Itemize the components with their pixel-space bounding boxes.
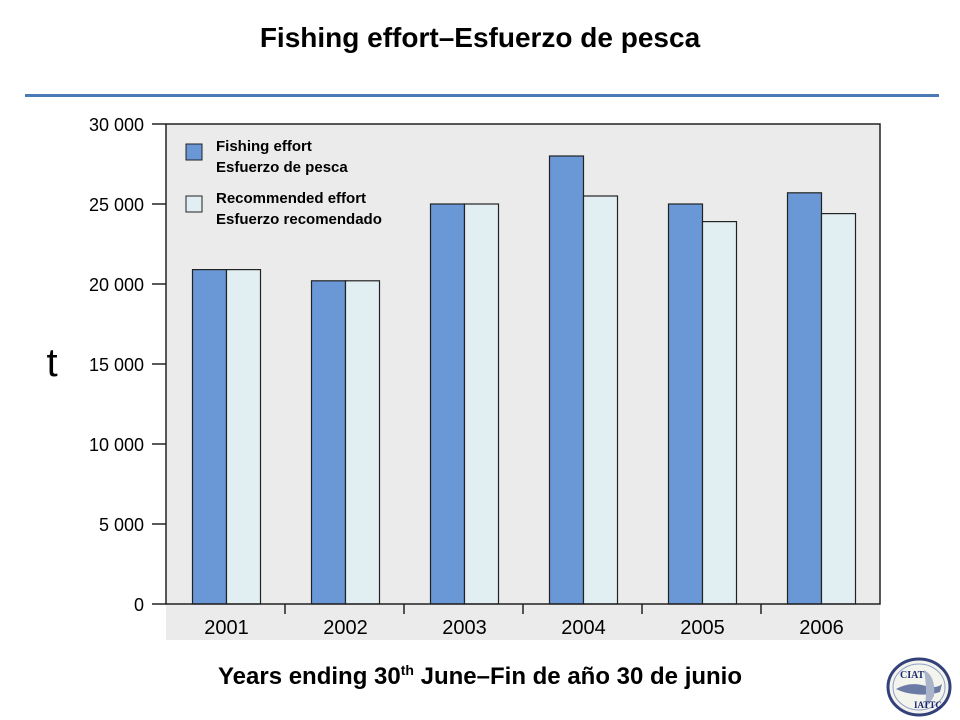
title-divider xyxy=(25,94,939,97)
page-title: Fishing effort–Esfuerzo de pesca xyxy=(259,22,701,53)
bar-fishing-effort xyxy=(429,203,466,605)
bar-recommended-effort xyxy=(701,221,738,605)
y-tick-label: 15 000 xyxy=(89,355,144,375)
x-caption-text-rest: June–Fin de año 30 de junio xyxy=(413,663,743,690)
x-tick-label: 2004 xyxy=(561,617,606,639)
bar-fishing-effort xyxy=(310,280,347,605)
logo-text-bottom: IATTC xyxy=(914,700,942,710)
x-tick-label: 2001 xyxy=(204,617,249,639)
legend-swatch xyxy=(185,143,203,161)
bar-fishing-effort xyxy=(786,192,823,605)
bar-recommended-effort xyxy=(582,195,619,605)
legend-label: Esfuerzo de pesca xyxy=(216,159,348,176)
x-tick-label: 2002 xyxy=(323,617,368,639)
bar-recommended-effort xyxy=(463,203,500,605)
bar-fishing-effort xyxy=(548,155,585,605)
legend-swatch xyxy=(185,195,203,213)
y-tick-label: 25 000 xyxy=(89,195,144,215)
y-axis-label: t xyxy=(46,341,57,385)
bar-recommended-effort xyxy=(225,269,262,605)
y-tick-label: 20 000 xyxy=(89,275,144,295)
legend-label: Recommended effort xyxy=(216,190,366,207)
x-caption-text: Years ending 30 xyxy=(217,663,401,690)
x-axis-caption: Years ending 30th June–Fin de año 30 de … xyxy=(0,662,960,691)
y-tick-label: 10 000 xyxy=(89,435,144,455)
legend-label: Esfuerzo recomendado xyxy=(216,211,382,228)
x-tick-label: 2005 xyxy=(680,617,725,639)
legend-label: Fishing effort xyxy=(216,138,312,155)
bar-fishing-effort xyxy=(667,203,704,605)
y-tick-label: 0 xyxy=(134,595,144,615)
bar-fishing-effort xyxy=(191,269,228,605)
bar-recommended-effort xyxy=(820,213,857,605)
bar-recommended-effort xyxy=(344,280,381,605)
x-tick-label: 2003 xyxy=(442,617,487,639)
logo-text-top: CIAT xyxy=(900,670,925,681)
tuna-globe-logo-icon: CIAT IATTC xyxy=(886,657,952,717)
y-tick-label: 5 000 xyxy=(99,515,144,535)
x-caption-superscript: th xyxy=(400,662,414,678)
x-tick-label: 2006 xyxy=(799,617,844,639)
y-tick-label: 30 000 xyxy=(89,115,144,135)
plot-background xyxy=(166,124,880,640)
